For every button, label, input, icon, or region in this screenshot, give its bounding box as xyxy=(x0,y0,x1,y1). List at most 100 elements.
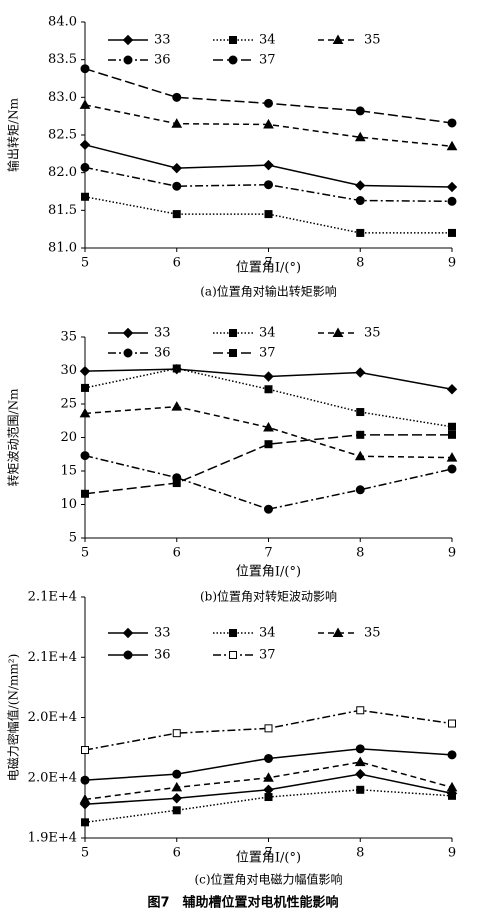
marker xyxy=(355,106,365,116)
y-tick-label: 30 xyxy=(60,363,77,378)
series-line xyxy=(84,166,453,203)
x-tick-label: 9 xyxy=(448,256,456,271)
legend-marker xyxy=(332,34,344,44)
y-tick-label: 2.0E+4 xyxy=(28,710,77,725)
marker xyxy=(448,719,456,728)
legend-label: 33 xyxy=(154,626,171,641)
marker xyxy=(356,228,365,237)
marker xyxy=(355,744,365,754)
legend-label: 36 xyxy=(154,346,171,361)
y-tick-label: 82.5 xyxy=(48,128,77,143)
marker xyxy=(171,793,182,804)
marker xyxy=(355,180,366,191)
marker xyxy=(446,181,458,193)
marker xyxy=(448,430,456,439)
y-tick-label: 81.5 xyxy=(48,203,77,218)
marker xyxy=(263,772,274,782)
marker xyxy=(172,479,181,488)
x-tick-label: 5 xyxy=(81,256,89,271)
legend-marker xyxy=(123,348,133,358)
y-tick-label: 10 xyxy=(60,497,77,512)
marker xyxy=(264,385,273,394)
marker xyxy=(264,724,273,733)
marker xyxy=(79,365,91,377)
x-tick-label: 7 xyxy=(264,546,272,561)
legend-label: 37 xyxy=(259,648,276,663)
x-tick-label: 6 xyxy=(173,546,181,561)
legend-label: 35 xyxy=(364,626,381,641)
marker xyxy=(447,750,457,760)
marker xyxy=(81,192,89,201)
legend-marker xyxy=(122,327,134,339)
marker xyxy=(79,793,91,804)
y-tick-label: 2.0E+4 xyxy=(28,770,77,785)
marker xyxy=(172,806,181,815)
series-line xyxy=(84,434,452,495)
x-tick-label: 8 xyxy=(356,846,364,861)
x-tick-label: 7 xyxy=(264,846,272,861)
legend-label: 37 xyxy=(259,346,276,361)
marker xyxy=(81,489,89,498)
marker xyxy=(263,159,274,171)
marker xyxy=(80,451,90,461)
marker xyxy=(81,746,89,755)
marker xyxy=(356,430,365,439)
marker xyxy=(354,756,366,767)
series-line xyxy=(84,67,453,124)
marker xyxy=(172,729,181,738)
legend-marker xyxy=(229,349,237,357)
marker xyxy=(80,64,90,74)
y-tick-label: 20 xyxy=(60,430,77,445)
x-axis-label: 位置角I/(°) xyxy=(236,851,301,866)
legend-label: 35 xyxy=(364,326,381,341)
y-tick-label: 1.9E+4 xyxy=(28,831,77,846)
marker xyxy=(263,784,274,796)
x-axis-label: 位置角I/(°) xyxy=(236,261,301,276)
legend-label: 34 xyxy=(259,326,276,341)
legend-marker xyxy=(123,650,133,660)
y-tick-label: 25 xyxy=(60,397,77,412)
marker xyxy=(356,408,365,417)
y-tick-label: 2.1E+4 xyxy=(28,590,77,605)
marker xyxy=(354,450,366,461)
x-tick-label: 5 xyxy=(81,546,89,561)
chart-caption: (b)位置角对转矩波动影响 xyxy=(200,589,337,604)
y-axis-label: 电磁力密幅值/(N/mm²) xyxy=(6,654,21,782)
marker xyxy=(171,401,183,411)
marker xyxy=(355,485,365,495)
y-tick-label: 82.0 xyxy=(48,165,77,180)
marker xyxy=(80,775,90,785)
marker xyxy=(263,421,274,432)
x-tick-label: 6 xyxy=(173,846,181,861)
x-tick-label: 6 xyxy=(173,256,181,271)
legend-marker xyxy=(332,327,344,337)
marker xyxy=(448,791,456,800)
marker xyxy=(171,781,183,792)
legend-marker xyxy=(228,55,238,65)
chart-caption: (c)位置角对电磁力幅值影响 xyxy=(194,872,342,887)
marker xyxy=(356,706,365,715)
marker xyxy=(355,768,366,780)
marker xyxy=(355,367,366,378)
y-tick-label: 83.5 xyxy=(48,52,77,67)
x-tick-label: 9 xyxy=(448,546,456,561)
marker xyxy=(447,196,457,206)
marker xyxy=(354,131,366,142)
legend-marker xyxy=(123,55,133,65)
legend-label: 34 xyxy=(259,33,276,48)
legend-marker xyxy=(229,651,237,659)
x-tick-label: 7 xyxy=(264,256,272,271)
marker xyxy=(264,440,273,449)
x-tick-label: 8 xyxy=(356,256,364,271)
y-tick-label: 84.0 xyxy=(48,15,77,30)
legend-label: 36 xyxy=(154,53,171,68)
marker xyxy=(446,384,458,395)
x-tick-label: 5 xyxy=(81,846,89,861)
marker xyxy=(172,769,182,779)
x-tick-label: 9 xyxy=(448,846,456,861)
marker xyxy=(264,210,273,219)
legend-marker xyxy=(122,627,134,639)
legend-label: 33 xyxy=(154,33,171,48)
series-line xyxy=(84,454,453,510)
